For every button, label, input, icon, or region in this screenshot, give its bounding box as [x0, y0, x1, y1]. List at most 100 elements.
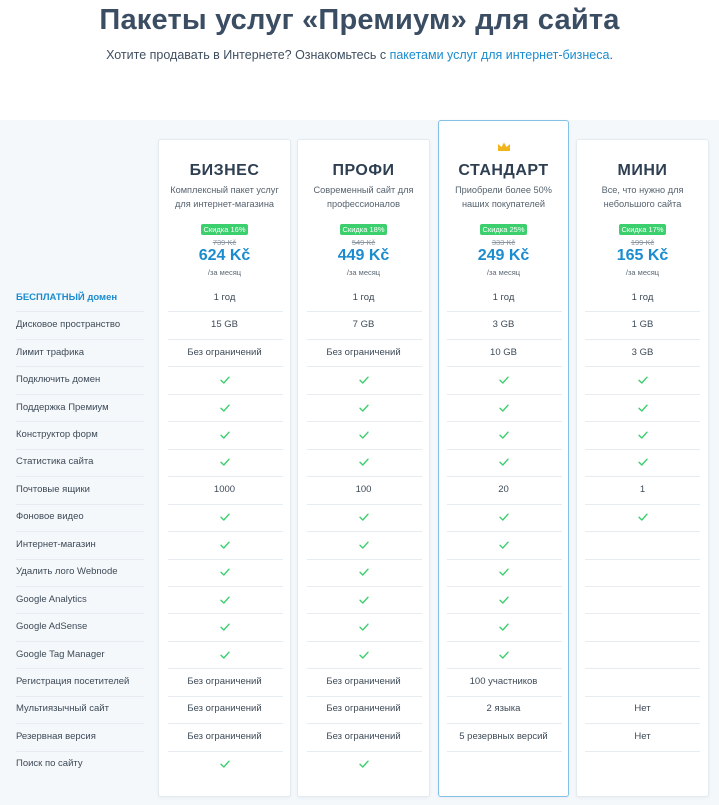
row-divider	[447, 393, 562, 395]
old-price: 739 Kč	[212, 238, 237, 247]
feature-value: 100 участников	[469, 676, 538, 688]
plan-description: Комплексный пакет услуг для интернет-маг…	[170, 185, 279, 209]
feature-value: Без ограничений	[326, 676, 401, 688]
feature-label: Подключить домен	[16, 374, 101, 386]
row-divider	[168, 668, 283, 670]
check-icon	[158, 621, 291, 634]
row-divider	[585, 311, 700, 313]
check-icon	[158, 429, 291, 442]
check-icon	[158, 539, 291, 552]
row-divider	[307, 558, 422, 560]
check-icon	[158, 566, 291, 579]
row-divider	[447, 750, 562, 752]
row-divider	[585, 723, 700, 725]
row-divider	[585, 366, 700, 368]
feature-label: Статистика сайта	[16, 456, 94, 468]
page-subtitle: Хотите продавать в Интернете? Ознакомьте…	[0, 48, 719, 62]
row-divider	[16, 558, 144, 560]
plan-name: ПРОФИ	[332, 162, 395, 179]
plan-name: БИЗНЕС	[189, 162, 260, 179]
feature-label: Поиск по сайту	[16, 758, 83, 770]
feature-value: Без ограничений	[187, 346, 262, 358]
check-icon	[297, 456, 430, 469]
row-divider	[168, 585, 283, 587]
row-divider	[447, 476, 562, 478]
row-divider	[447, 448, 562, 450]
row-divider	[168, 366, 283, 368]
row-divider	[16, 723, 144, 725]
row-divider	[585, 421, 700, 423]
feature-label: Поддержка Премиум	[16, 401, 109, 413]
row-divider	[168, 750, 283, 752]
plan-description: Все, что нужно для небольшого сайта	[601, 185, 684, 209]
row-divider	[168, 448, 283, 450]
feature-value: 2 языка	[486, 703, 521, 715]
plan-price: 165 Kč	[616, 247, 669, 264]
plan-price: 624 Kč	[198, 247, 251, 264]
plan-price: 449 Kč	[337, 247, 390, 264]
row-divider	[307, 311, 422, 313]
plan-description: Приобрели более 50% наших покупателей	[455, 185, 552, 209]
row-divider	[585, 640, 700, 642]
row-divider	[585, 585, 700, 587]
check-icon	[576, 511, 709, 524]
row-divider	[168, 476, 283, 478]
feature-value: 1 GB	[631, 319, 654, 331]
row-divider	[16, 750, 144, 752]
check-icon	[576, 374, 709, 387]
check-icon	[297, 594, 430, 607]
discount-badge: Скидка 25%	[479, 224, 528, 235]
feature-value: Нет	[634, 730, 651, 742]
feature-value: Без ограничений	[326, 730, 401, 742]
row-divider	[16, 695, 144, 697]
feature-label: БЕСПЛАТНЫЙ домен	[16, 291, 118, 303]
row-divider	[307, 695, 422, 697]
page-title: Пакеты услуг «Премиум» для сайта	[99, 4, 620, 36]
check-icon	[438, 594, 569, 607]
feature-value: Без ограничений	[187, 676, 262, 688]
row-divider	[307, 476, 422, 478]
check-icon	[438, 429, 569, 442]
business-packages-link[interactable]: пакетами услуг для интернет-бизнеса	[389, 48, 610, 62]
row-divider	[168, 613, 283, 615]
row-divider	[585, 558, 700, 560]
feature-value: 10 GB	[490, 346, 517, 358]
feature-label: Удалить лого Webnode	[16, 566, 118, 578]
check-icon	[158, 374, 291, 387]
check-icon	[297, 566, 430, 579]
row-divider	[16, 668, 144, 670]
check-icon	[576, 429, 709, 442]
discount-badge: Скидка 16%	[200, 224, 249, 235]
check-icon	[438, 456, 569, 469]
check-icon	[438, 621, 569, 634]
feature-value: Без ограничений	[187, 730, 262, 742]
row-divider	[585, 393, 700, 395]
price-period: /за месяц	[207, 268, 242, 277]
check-icon	[158, 456, 291, 469]
feature-value: 5 резервных версий	[459, 730, 548, 742]
feature-label: Google Tag Manager	[16, 648, 105, 660]
plan-price: 249 Kč	[477, 247, 530, 264]
row-divider	[307, 585, 422, 587]
feature-label: Google AdSense	[16, 621, 88, 633]
feature-value: 3 GB	[492, 319, 515, 331]
row-divider	[447, 695, 562, 697]
check-icon	[438, 374, 569, 387]
row-divider	[447, 311, 562, 313]
row-divider	[16, 311, 144, 313]
row-divider	[447, 421, 562, 423]
row-divider	[447, 531, 562, 533]
row-divider	[16, 503, 144, 505]
check-icon	[438, 539, 569, 552]
check-icon	[297, 649, 430, 662]
feature-label: Конструктор форм	[16, 428, 98, 440]
feature-value: 1	[639, 483, 646, 495]
row-divider	[585, 338, 700, 340]
row-divider	[585, 668, 700, 670]
discount-badge: Скидка 17%	[618, 224, 667, 235]
check-icon	[576, 456, 709, 469]
feature-value: 7 GB	[352, 319, 375, 331]
row-divider	[447, 585, 562, 587]
feature-value: 15 GB	[211, 319, 238, 331]
row-divider	[307, 338, 422, 340]
